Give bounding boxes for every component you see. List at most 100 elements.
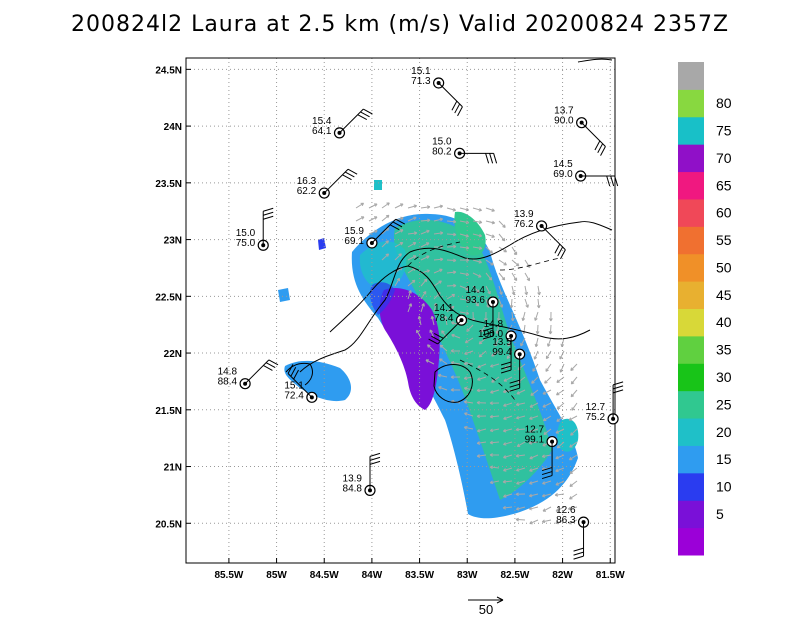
wind-vector-228 [555,480,565,486]
colorbar-swatch-3 [678,445,704,474]
station-barb-flag-3-0 [600,146,606,156]
colorbar-label: 5 [716,506,724,522]
station-barb-flag-11-2 [500,361,512,366]
wind-vector-214 [555,454,565,460]
wind-vector-73 [446,283,457,288]
wind-speed-field [278,180,579,519]
station-bottom-value: 69.1 [344,236,364,247]
station-top-value: 14.1 [434,303,454,314]
wind-vector-29 [446,232,457,237]
wind-vector-160 [570,376,578,385]
wind-vector-99 [496,311,501,322]
wind-vector-78 [511,285,516,296]
wind-vector-131 [478,350,487,358]
wind-vector-89 [509,298,514,309]
wind-vector-143 [490,363,500,368]
station-bottom-value: 80.2 [432,146,452,157]
wind-vector-92 [407,303,413,313]
wind-vector-225 [516,480,526,485]
wind-vector-129 [450,349,461,353]
station-barb-flag-4-0 [614,175,619,187]
wind-vector-211 [515,453,526,458]
colorbar-label: 30 [716,369,732,385]
colorbar-swatch-10 [678,253,704,282]
wind-vector-42 [472,246,483,250]
wind-vector-231 [515,492,526,497]
wind-vector-115 [416,329,422,339]
station-barb-flag-4-2 [606,175,611,187]
wind-vector-238 [528,506,539,511]
wind-vector-192 [476,428,487,433]
station-top-value: 16.3 [297,176,317,187]
station-bottom-value: 93.6 [466,295,486,306]
wind-vector-69 [394,277,401,287]
wind-vector-7 [446,207,457,212]
station-bottom-value: 76.2 [514,219,534,230]
colorbar-label: 45 [716,287,732,303]
wind-vector-191 [463,425,474,430]
station-barb-flag-12-0 [509,387,520,392]
colorbar-label: 60 [716,205,732,221]
colorbar-swatch-8 [678,308,704,337]
x-tick-label: 84W [362,570,383,581]
wind-vector-167 [516,389,526,395]
wind-vector-204 [528,441,539,445]
wind-vector-100 [510,311,515,322]
station-barb-flag-7-0 [263,207,274,212]
wind-vector-190 [568,415,578,421]
wind-vector-49 [420,255,430,261]
station-5: 16.362.2 [297,168,358,199]
wind-vector-36 [394,242,404,248]
colorbar-swatch-1 [678,500,704,529]
wind-vector-147 [545,363,552,372]
wind-vector-77 [498,285,503,295]
wind-vector-150 [437,373,448,378]
wind-vector-93 [420,303,425,313]
field-blue-ring [370,282,395,315]
station-barb-flag-17-0 [369,452,381,457]
wind-vector-186 [515,415,526,420]
wind-vector-17 [433,217,444,222]
wind-vector-103 [549,311,553,322]
wind-vector-142 [477,363,487,369]
wind-vector-1 [368,203,378,209]
field-green-core [393,219,552,501]
wind-vector-140 [450,360,461,365]
wind-vector-196 [529,428,539,433]
wind-vector-161 [438,386,448,391]
wind-vector-200 [476,441,487,445]
wind-vector-123 [520,337,526,347]
wind-vector-95 [446,305,455,313]
wind-vector-185 [503,415,513,420]
colorbar-label: 55 [716,232,732,248]
wind-vector-70 [407,279,416,287]
station-bottom-value: 78.4 [434,313,454,324]
wind-vector-127 [427,344,435,352]
wind-vector-61 [433,268,443,274]
wind-vector-151 [450,375,461,379]
wind-vector-6 [433,204,444,209]
wind-vector-116 [429,329,435,339]
station-barb-flag-6-1 [557,246,564,257]
wind-vector-241 [567,506,578,511]
wind-vector-0 [355,202,365,209]
wind-vector-74 [459,285,469,291]
wind-vector-194 [502,428,513,433]
wind-vector-2 [381,202,390,209]
station-barb-flag-12-2 [509,379,520,384]
station-barb-staff-13 [244,359,270,385]
station-13: 14.888.4 [218,359,279,390]
station-barb-flag-8-2 [389,224,400,231]
y-tick-label: 22.5N [155,292,182,303]
station-bottom-value: 88.4 [218,377,238,388]
station-barb-flag-12-1 [509,383,520,388]
wind-vectors [355,202,578,525]
wind-vector-162 [450,388,461,392]
wind-vector-3 [394,203,404,209]
wind-vector-90 [524,298,529,308]
wind-vector-76 [485,285,491,295]
field-north-patch [374,180,382,190]
station-barb-flag-16-1 [541,471,553,476]
wind-vector-227 [542,480,552,485]
colorbar-label: 70 [716,150,732,166]
